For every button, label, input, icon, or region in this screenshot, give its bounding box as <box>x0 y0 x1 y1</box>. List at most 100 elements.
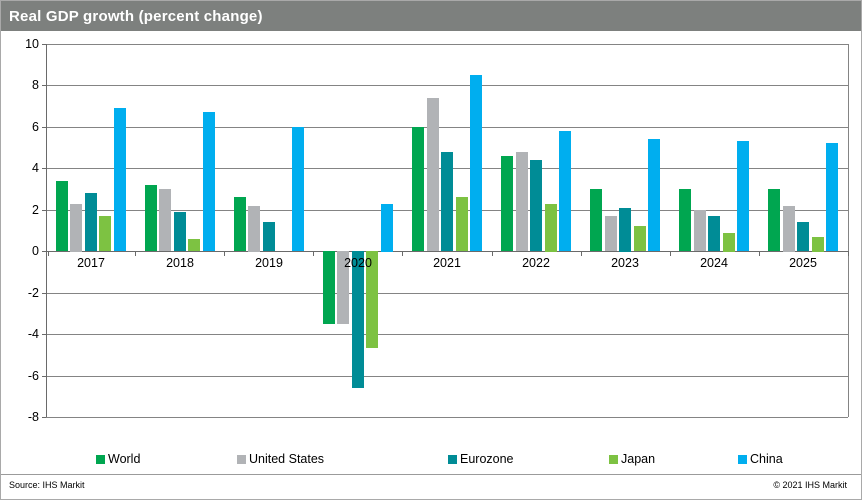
y-axis-tick <box>42 251 46 252</box>
bar-china-2018 <box>203 112 215 251</box>
x-axis-tick <box>224 251 225 257</box>
x-axis-label: 2020 <box>344 256 372 270</box>
legend-swatch-icon <box>609 454 618 464</box>
x-axis-tick <box>848 251 849 257</box>
bar-eurozone-2017 <box>85 193 97 251</box>
bar-eurozone-2024 <box>708 216 720 251</box>
chart-title: Real GDP growth (percent change) <box>9 7 263 25</box>
bar-united-states-2021 <box>427 98 439 251</box>
y-gridline <box>46 44 848 45</box>
bar-china-2022 <box>559 131 571 251</box>
x-axis-tick <box>492 251 493 257</box>
bar-japan-2017 <box>99 216 111 251</box>
bar-eurozone-2020 <box>352 251 364 388</box>
y-axis-tick <box>42 376 46 377</box>
legend-label: United States <box>249 452 325 466</box>
legend-swatch-icon <box>237 454 246 464</box>
x-axis-tick <box>313 251 314 257</box>
bar-eurozone-2019 <box>263 222 275 251</box>
y-gridline <box>46 334 848 335</box>
legend-label: Eurozone <box>460 452 514 466</box>
bar-world-2024 <box>679 189 691 251</box>
bar-united-states-2022 <box>516 152 528 251</box>
y-gridline <box>46 251 848 252</box>
bar-eurozone-2023 <box>619 208 631 252</box>
y-axis-label: 10 <box>25 37 39 51</box>
y-axis-tick <box>42 127 46 128</box>
y-axis-label: 0 <box>32 244 39 258</box>
y-gridline <box>46 127 848 128</box>
bar-world-2018 <box>145 185 157 251</box>
legend-item-japan: Japan <box>609 452 655 466</box>
bar-world-2022 <box>501 156 513 251</box>
y-axis-tick <box>42 168 46 169</box>
x-axis-label: 2019 <box>255 256 283 270</box>
bar-china-2021 <box>470 75 482 251</box>
bar-japan-2018 <box>188 239 200 251</box>
plot-right-border <box>848 44 849 417</box>
bar-japan-2022 <box>545 204 557 252</box>
bar-japan-2023 <box>634 226 646 251</box>
legend-swatch-icon <box>448 454 457 464</box>
x-axis-label: 2022 <box>522 256 550 270</box>
source-note: Source: IHS Markit <box>9 480 85 490</box>
legend-item-china: China <box>738 452 783 466</box>
x-axis-tick <box>759 251 760 257</box>
bar-eurozone-2021 <box>441 152 453 251</box>
bar-eurozone-2018 <box>174 212 186 251</box>
y-axis-tick <box>42 85 46 86</box>
bar-united-states-2025 <box>783 206 795 252</box>
bar-japan-2025 <box>812 237 824 252</box>
y-gridline <box>46 293 848 294</box>
bar-eurozone-2025 <box>797 222 809 251</box>
chart-title-bar: Real GDP growth (percent change) <box>1 1 861 31</box>
x-axis-tick <box>670 251 671 257</box>
y-gridline <box>46 417 848 418</box>
y-axis-label: 6 <box>32 120 39 134</box>
y-axis-line <box>46 44 47 417</box>
bar-china-2023 <box>648 139 660 251</box>
bar-world-2020 <box>323 251 335 324</box>
y-axis-label: 8 <box>32 78 39 92</box>
y-gridline <box>46 376 848 377</box>
bar-japan-2024 <box>723 233 735 252</box>
bar-china-2017 <box>114 108 126 251</box>
x-axis-label: 2024 <box>700 256 728 270</box>
y-axis-tick <box>42 210 46 211</box>
y-axis-label: -4 <box>27 327 39 341</box>
y-axis-label: -2 <box>27 286 39 300</box>
y-axis-tick <box>42 44 46 45</box>
y-axis-label: -8 <box>27 410 39 424</box>
bar-world-2023 <box>590 189 602 251</box>
y-axis-label: 2 <box>32 203 39 217</box>
bar-united-states-2017 <box>70 204 82 252</box>
bar-united-states-2019 <box>248 206 260 252</box>
legend-label: World <box>108 452 141 466</box>
x-axis-label: 2023 <box>611 256 639 270</box>
bar-world-2017 <box>56 181 68 251</box>
x-axis-label: 2017 <box>77 256 105 270</box>
legend-label: Japan <box>621 452 656 466</box>
bar-china-2025 <box>826 143 838 251</box>
bar-china-2019 <box>292 127 304 251</box>
bar-world-2021 <box>412 127 424 251</box>
bar-japan-2020 <box>366 251 378 348</box>
x-axis-tick <box>135 251 136 257</box>
bar-china-2024 <box>737 141 749 251</box>
x-axis-tick <box>48 251 49 257</box>
x-axis-label: 2021 <box>433 256 461 270</box>
legend-label: China <box>750 452 783 466</box>
bar-japan-2021 <box>456 197 468 251</box>
legend-item-eurozone: Eurozone <box>448 452 514 466</box>
legend-swatch-icon <box>738 454 747 464</box>
x-axis-tick <box>581 251 582 257</box>
y-axis-tick <box>42 334 46 335</box>
bar-world-2019 <box>234 197 246 251</box>
bar-united-states-2018 <box>159 189 171 251</box>
legend-item-world: World <box>96 452 140 466</box>
bar-united-states-2024 <box>694 210 706 251</box>
copyright-note: © 2021 IHS Markit <box>773 480 847 490</box>
legend-swatch-icon <box>96 454 105 464</box>
y-axis-label: 4 <box>32 161 39 175</box>
